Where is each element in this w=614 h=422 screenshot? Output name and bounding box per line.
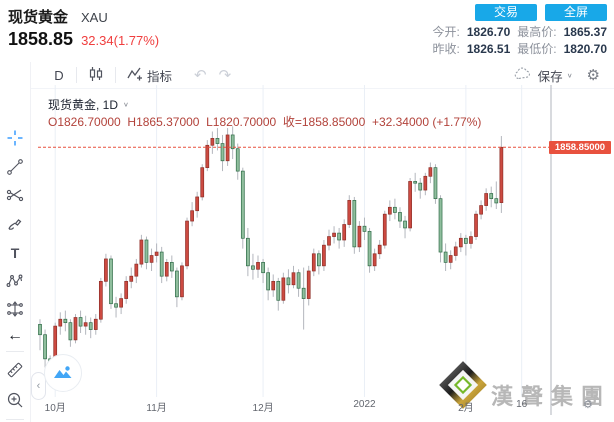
zoom-in-tool[interactable] (5, 390, 25, 410)
chart-type-button[interactable] (81, 64, 111, 86)
x-axis-label: 2月 (458, 403, 474, 414)
low-value: 1820.70 (563, 42, 607, 56)
interval-button[interactable]: D (46, 64, 72, 86)
ohlc-readout: O1826.70000 H1865.37000 L1820.70000 收=18… (48, 115, 482, 129)
toolbar-divider (115, 67, 116, 83)
arrow-mark-tool[interactable]: ← (5, 326, 25, 346)
brand-diamond-logo (439, 361, 487, 409)
stats-row-1: 今开: 1826.70 最高价: 1865.37 (433, 25, 607, 40)
chevron-down-icon: ∨ (566, 71, 573, 79)
undo-button[interactable]: ↶ (188, 64, 213, 86)
low-label: 最低价: (517, 42, 557, 56)
gear-icon[interactable]: ⚙ (586, 67, 600, 84)
indicators-button[interactable]: 指标 (120, 64, 178, 86)
fullscreen-button[interactable]: 全屏 (544, 4, 607, 21)
stats-row-2: 昨收: 1826.51 最低价: 1820.70 (433, 42, 607, 57)
open-label: 今开: (432, 25, 460, 39)
text-tool-icon: T (10, 245, 20, 261)
axis-settings-gear-icon[interactable]: ⚙ (583, 399, 593, 411)
sidebar-divider (6, 351, 24, 352)
sidebar-divider (6, 419, 24, 420)
sidebar-collapse-handle[interactable]: ‹ (31, 372, 46, 400)
chart-legend[interactable]: 现货黄金, 1D ∨ (48, 96, 129, 113)
last-price: 1858.85 (8, 29, 74, 49)
projection-tool[interactable] (5, 299, 25, 319)
zoom-in-icon (7, 392, 23, 408)
trade-button[interactable]: 交易 (474, 4, 537, 21)
xabcd-pattern-icon (6, 274, 23, 287)
x-axis-label: 11月 (146, 403, 167, 414)
x-axis-label: 2022 (353, 399, 376, 410)
ruler-icon (7, 362, 23, 378)
save-label: 保存 (537, 69, 563, 84)
chevron-down-icon: ∨ (123, 100, 129, 109)
gann-fib-tool[interactable] (5, 185, 25, 205)
open-value: 1826.70 (466, 25, 511, 39)
toolbar-divider (76, 67, 77, 83)
x-axis-label: 16 (516, 399, 528, 410)
x-axis-label: 10月 (44, 403, 66, 414)
crosshair-icon (7, 130, 23, 146)
trend-line-icon (7, 159, 23, 175)
cloud-icon (514, 66, 531, 85)
text-tool[interactable]: T (5, 243, 25, 263)
save-button[interactable]: 保存 ∨ (514, 66, 573, 85)
prev-close-label: 昨收: (432, 42, 460, 56)
measure-tool[interactable] (5, 360, 25, 380)
symbol-title-row: 现货黄金 XAU (8, 6, 108, 27)
brush-icon (8, 219, 22, 230)
pattern-xabcd-tool[interactable] (5, 271, 25, 291)
indicators-label: 指标 (147, 69, 173, 84)
candlestick-chart[interactable] (30, 85, 614, 422)
mountain-logo-icon (54, 366, 72, 378)
price-change: 32.34(1.77%) (81, 33, 160, 48)
legend-symbol-interval: 现货黄金, 1D (48, 98, 119, 112)
projection-icon (7, 301, 23, 317)
high-label: 最高价: (517, 25, 557, 39)
last-price-axis-tag: 1858.85000 (549, 141, 611, 154)
arrow-left-icon: ← (7, 327, 23, 344)
brush-tool[interactable] (5, 214, 25, 234)
high-value: 1865.37 (563, 25, 607, 39)
brand-watermark-text: 漢聲集團 (491, 384, 612, 409)
redo-button[interactable]: ↷ (213, 64, 238, 86)
chevron-left-icon: ‹ (36, 380, 41, 392)
gann-fib-icon (6, 189, 24, 202)
candlestick-style-icon (87, 65, 105, 86)
indicator-icon (126, 65, 144, 86)
daily-stats: 今开: 1826.70 最高价: 1865.37 昨收: 1826.51 最低价… (433, 25, 607, 57)
chart-toolbar: D 指标 ↶ ↷ (30, 62, 614, 89)
price-row: 1858.85 32.34(1.77%) (8, 29, 159, 50)
tradingview-logo[interactable] (44, 354, 82, 392)
crosshair-tool[interactable] (5, 128, 25, 148)
trend-line-tool[interactable] (5, 157, 25, 177)
symbol-code: XAU (81, 10, 108, 25)
prev-close-value: 1826.51 (466, 42, 511, 56)
x-axis-label: 12月 (252, 403, 274, 414)
header: 现货黄金 XAU 1858.85 32.34(1.77%) 交易 全屏 今开: … (0, 0, 614, 60)
header-buttons: 交易 全屏 (474, 4, 607, 21)
drawing-tools-sidebar: T ← (0, 62, 31, 422)
symbol-name: 现货黄金 (8, 9, 69, 26)
